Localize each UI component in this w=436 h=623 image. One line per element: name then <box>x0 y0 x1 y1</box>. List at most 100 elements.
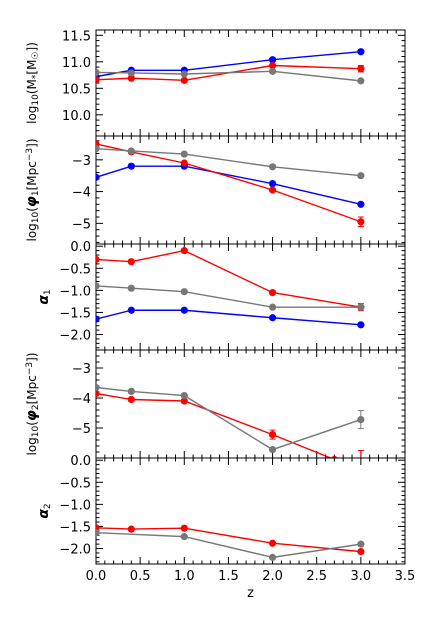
y-tick-label: −0.5 <box>59 476 91 491</box>
data-point <box>127 306 135 314</box>
plot-area <box>96 383 365 458</box>
plot-area <box>96 524 365 561</box>
data-point <box>96 383 100 392</box>
y-tick-label: −1.5 <box>59 306 91 321</box>
y-tick-label: −1.5 <box>59 520 91 535</box>
data-point <box>331 455 338 458</box>
y-tick-label: −4 <box>72 392 91 407</box>
y-axis-label-part: 10 <box>31 94 41 106</box>
y-tick-label: 10.0 <box>62 109 91 124</box>
y-axis-label-part: (M <box>25 79 39 94</box>
data-point <box>268 56 277 64</box>
data-point <box>96 145 100 153</box>
y-tick-label: −0.5 <box>59 262 91 277</box>
y-axis-label-part: ( <box>25 421 39 426</box>
y-tick-label: 0.0 <box>70 454 91 469</box>
y-axis-label: log10(M*[M☉]) <box>25 42 41 124</box>
series-line <box>96 392 333 458</box>
data-point <box>127 69 135 77</box>
data-point <box>357 48 365 56</box>
y-axis-label-part: α <box>36 295 52 305</box>
y-tick-label: 11.0 <box>62 56 91 71</box>
data-point <box>127 387 135 395</box>
data-point <box>357 218 365 226</box>
y-axis-label-part: −3 <box>25 148 35 161</box>
y-axis-label-part: [M <box>25 60 39 75</box>
data-point <box>268 288 277 297</box>
data-point <box>127 525 135 533</box>
plot-area <box>96 48 365 85</box>
data-point <box>357 303 365 311</box>
data-point <box>268 61 277 70</box>
y-axis-label: log10(φ1[Mpc−3]) <box>24 138 41 241</box>
data-point <box>357 65 365 73</box>
series-line <box>96 386 362 451</box>
data-point <box>357 172 365 180</box>
y-tick-label: −3 <box>72 362 91 377</box>
data-point <box>357 200 365 208</box>
y-axis-label-part: 2 <box>31 404 41 410</box>
y-axis-label-part: 1 <box>43 289 53 295</box>
data-point <box>127 147 135 155</box>
y-axis-label-part: ☉ <box>31 51 41 59</box>
data-point <box>268 539 277 547</box>
data-point <box>180 76 188 84</box>
plot-area <box>96 247 365 329</box>
x-tick-label: 0.0 <box>86 569 107 584</box>
y-tick-label: −1.0 <box>59 284 91 299</box>
panel-frame <box>95 457 406 565</box>
data-point <box>268 314 277 322</box>
series-line <box>96 249 361 308</box>
data-point <box>268 67 277 75</box>
data-point <box>180 159 188 167</box>
y-axis-label-part: log <box>25 106 39 124</box>
y-axis-label-part: ]) <box>25 138 39 147</box>
data-point <box>357 540 365 548</box>
y-axis-label-part: 10 <box>31 425 41 437</box>
y-tick-label: −5 <box>72 217 91 232</box>
data-point <box>127 74 135 82</box>
data-point <box>180 306 188 314</box>
y-axis-label-part: 10 <box>31 211 41 223</box>
x-tick-label: 2.5 <box>306 569 327 584</box>
y-axis-label-part: log <box>25 223 39 241</box>
series-line <box>96 531 361 559</box>
data-point <box>180 150 188 158</box>
data-point <box>180 524 188 532</box>
data-point <box>357 77 365 85</box>
x-axis-label: z <box>247 586 254 601</box>
data-point <box>96 68 100 76</box>
data-point <box>96 173 100 181</box>
data-point <box>127 395 135 404</box>
data-point <box>96 389 100 398</box>
series-line <box>96 309 361 326</box>
y-tick-label: −5 <box>72 422 91 437</box>
y-tick-label: 11.5 <box>62 29 91 44</box>
y-axis-label-part: −3 <box>25 362 35 375</box>
x-tick-label: 0.5 <box>130 569 151 584</box>
panel-1: 10.0 10.5 11.0 11.5 log10(M*[M☉]) <box>25 29 406 137</box>
x-tick-label: 1.0 <box>174 569 195 584</box>
y-axis-label-part: [Mpc <box>25 161 39 190</box>
data-point <box>180 288 188 296</box>
x-tick-label: 3.0 <box>351 569 372 584</box>
data-point <box>357 321 365 329</box>
x-tick-label: 1.5 <box>218 569 239 584</box>
data-point <box>180 247 188 255</box>
y-axis-label: α2 <box>36 503 53 518</box>
series-line <box>96 70 361 82</box>
y-axis-label-part: φ <box>24 410 40 421</box>
y-tick-label: 10.5 <box>62 82 91 97</box>
series-line <box>96 285 361 308</box>
data-point <box>180 533 188 541</box>
y-axis-label-part: log <box>25 437 39 455</box>
data-point <box>268 186 277 194</box>
data-point <box>268 431 277 439</box>
series-line <box>96 527 361 553</box>
data-point <box>127 284 135 292</box>
y-tick-label: −3 <box>72 154 91 169</box>
data-point <box>268 303 277 311</box>
y-axis-label-part: 1 <box>31 190 41 196</box>
